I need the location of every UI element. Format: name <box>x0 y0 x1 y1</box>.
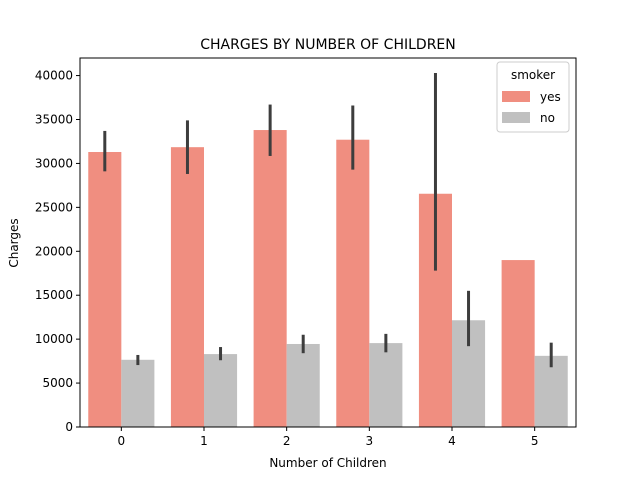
y-tick-label-10000: 10000 <box>35 332 73 346</box>
y-tick-label-20000: 20000 <box>35 244 73 258</box>
x-tick-label-3: 3 <box>366 434 374 448</box>
x-axis-label: Number of Children <box>269 456 386 470</box>
axes-frame <box>79 57 577 428</box>
y-tick-label-30000: 30000 <box>35 156 73 170</box>
legend-label-no: no <box>540 111 555 125</box>
y-tick-label-0: 0 <box>65 420 73 434</box>
plot-area: 0 5000 10000 15000 20000 25000 30000 35000 40000… <box>35 57 577 448</box>
legend-title: smoker <box>511 68 555 82</box>
bar-yes-0 <box>88 152 122 427</box>
bar-no-1 <box>204 354 238 427</box>
x-tick-label-0: 0 <box>118 434 126 448</box>
legend: smoker yes no <box>496 61 570 133</box>
legend-swatch-yes <box>502 91 530 102</box>
legend-swatch-no <box>502 112 530 123</box>
y-axis-label: Charges <box>7 218 21 267</box>
bar-no-2 <box>286 343 320 427</box>
bar-yes-5 <box>501 260 535 427</box>
bar-yes-3 <box>336 139 370 427</box>
bar-yes-2 <box>253 130 287 428</box>
y-tick-label-35000: 35000 <box>35 113 73 127</box>
y-tick-label-25000: 25000 <box>35 200 73 214</box>
y-tick-label-15000: 15000 <box>35 288 73 302</box>
y-tick-label-5000: 5000 <box>42 376 73 390</box>
x-tick-label-2: 2 <box>283 434 291 448</box>
x-tick-label-1: 1 <box>200 434 208 448</box>
bar-yes-1 <box>170 147 204 427</box>
x-tick-label-4: 4 <box>448 434 456 448</box>
y-tick-label-40000: 40000 <box>35 69 73 83</box>
bar-no-3 <box>369 343 403 427</box>
legend-label-yes: yes <box>540 90 561 104</box>
bar-no-0 <box>121 359 155 427</box>
chart-title: CHARGES BY NUMBER OF CHILDREN <box>200 37 456 53</box>
bar-no-5 <box>534 355 568 427</box>
x-tick-label-5: 5 <box>531 434 539 448</box>
